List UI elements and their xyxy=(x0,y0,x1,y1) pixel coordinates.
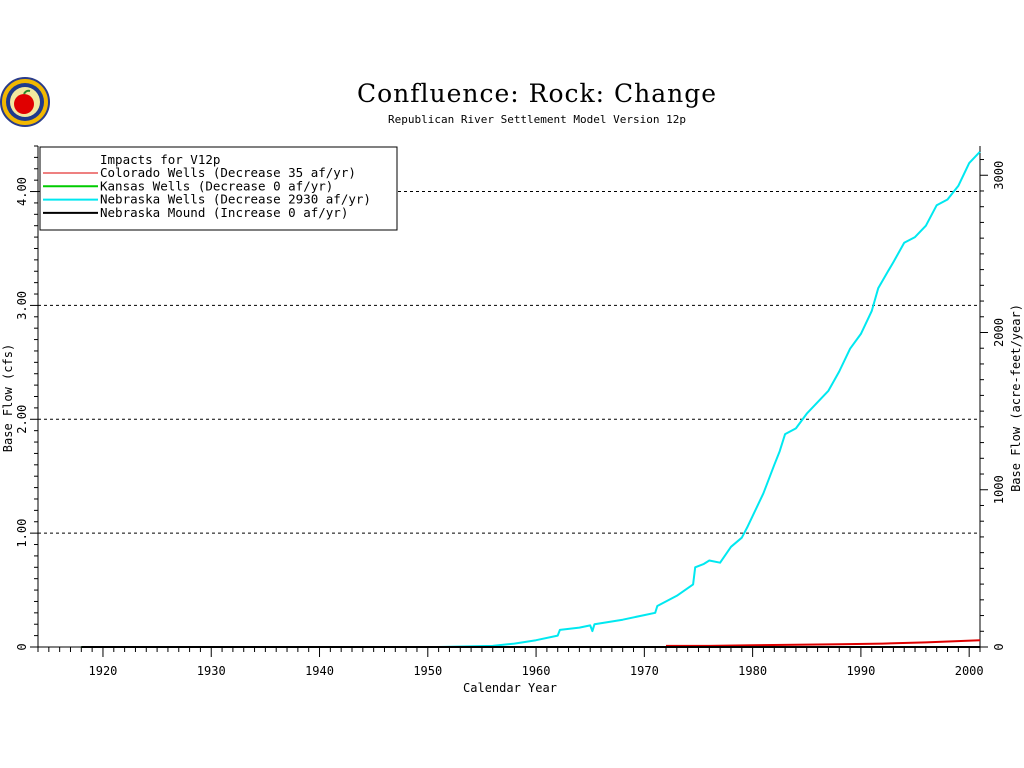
y-axis-label-right: Base Flow (acre-feet/year) xyxy=(1009,304,1023,492)
series-line-colorado-wells xyxy=(666,639,981,647)
legend-box xyxy=(39,146,398,231)
x-tick-label: 1960 xyxy=(522,664,551,678)
y-axis-label-left: Base Flow (cfs) xyxy=(1,344,15,452)
series-line-nebraska-wells xyxy=(438,151,981,648)
y-tick-label-right: 3000 xyxy=(992,161,1006,190)
series-lines xyxy=(81,151,981,648)
legend-entry: Kansas Wells (Decrease 0 af/yr) xyxy=(100,178,333,193)
legend-entry: Nebraska Mound (Increase 0 af/yr) xyxy=(100,205,348,220)
x-axis-label: Calendar Year xyxy=(463,681,557,695)
x-tick-label: 1970 xyxy=(630,664,659,678)
x-tick-label: 1950 xyxy=(413,664,442,678)
x-tick-label: 1990 xyxy=(846,664,875,678)
legend-entry: Nebraska Wells (Decrease 2930 af/yr) xyxy=(100,192,371,207)
x-tick-label: 1980 xyxy=(738,664,767,678)
legend-entry: Colorado Wells (Decrease 35 af/yr) xyxy=(100,165,356,180)
seal-logo-icon xyxy=(0,77,50,127)
x-tick-label: 1940 xyxy=(305,664,334,678)
legend-title: Impacts for V12p xyxy=(100,152,220,167)
gridlines xyxy=(38,191,980,534)
y-tick-label-left: 2.00 xyxy=(15,405,29,434)
y-tick-label-left: 3.00 xyxy=(15,291,29,320)
x-tick-label: 1920 xyxy=(89,664,118,678)
x-tick-label: 1930 xyxy=(197,664,226,678)
x-tick-label: 2000 xyxy=(955,664,984,678)
y-tick-label-right: 1000 xyxy=(992,475,1006,504)
y-tick-label-right: 0 xyxy=(992,643,1006,650)
y-tick-label-left: 4.00 xyxy=(15,177,29,206)
chart-title: Confluence: Rock: Change xyxy=(357,79,717,108)
y-tick-label-left: 1.00 xyxy=(15,519,29,548)
chart-subtitle: Republican River Settlement Model Versio… xyxy=(388,113,686,126)
y-tick-label-right: 2000 xyxy=(992,318,1006,347)
y-tick-label-left: 0 xyxy=(15,643,29,650)
